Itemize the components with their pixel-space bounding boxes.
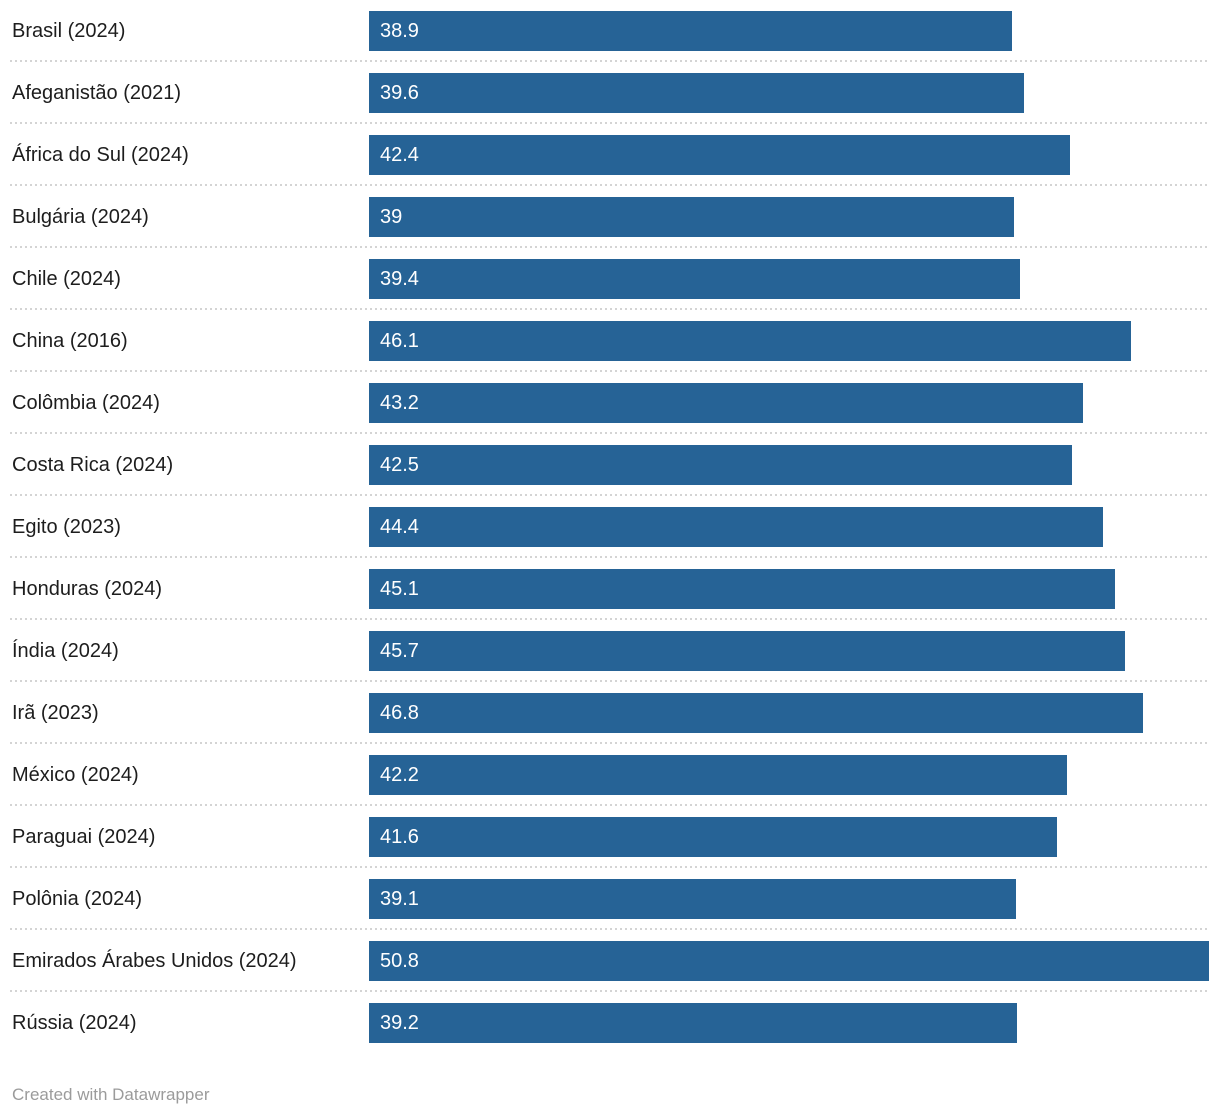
bar: 46.1 <box>369 321 1132 361</box>
category-label: Emirados Árabes Unidos (2024) <box>12 949 297 972</box>
bar-track: 39.2 <box>369 1003 1209 1043</box>
bar: 43.2 <box>369 383 1084 423</box>
bar-track: 41.6 <box>369 817 1209 857</box>
bar: 45.7 <box>369 631 1125 671</box>
category-label: Bulgária (2024) <box>12 205 149 228</box>
bar-track: 50.8 <box>369 941 1209 981</box>
bar: 39.6 <box>369 73 1024 113</box>
bar-track: 46.8 <box>369 693 1209 733</box>
bar-track: 42.5 <box>369 445 1209 485</box>
bar-track: 45.1 <box>369 569 1209 609</box>
chart-row: Paraguai (2024) 41.6 <box>0 806 1220 868</box>
chart-row: Afeganistão (2021) 39.6 <box>0 62 1220 124</box>
bar-value-label: 39.4 <box>380 267 419 290</box>
bar-value-label: 39 <box>380 205 403 228</box>
bar-track: 44.4 <box>369 507 1209 547</box>
category-label: Honduras (2024) <box>12 577 163 600</box>
bar-value-label: 39.1 <box>380 887 419 910</box>
category-label: África do Sul (2024) <box>12 143 189 166</box>
chart-row: Costa Rica (2024) 42.5 <box>0 434 1220 496</box>
chart-row: Egito (2023) 44.4 <box>0 496 1220 558</box>
chart-row: Brasil (2024) 38.9 <box>0 0 1220 62</box>
bar-value-label: 41.6 <box>380 825 419 848</box>
category-label: Chile (2024) <box>12 267 121 290</box>
bar-track: 39.6 <box>369 73 1209 113</box>
bar-value-label: 42.2 <box>380 763 419 786</box>
bar-value-label: 39.2 <box>380 1011 419 1034</box>
chart-row: China (2016) 46.1 <box>0 310 1220 372</box>
bar: 42.4 <box>369 135 1071 175</box>
category-label: Polônia (2024) <box>12 887 143 910</box>
bar-track: 39.1 <box>369 879 1209 919</box>
category-label: Colômbia (2024) <box>12 391 160 414</box>
chart-row: Índia (2024) 45.7 <box>0 620 1220 682</box>
bar: 39.2 <box>369 1003 1018 1043</box>
bar: 46.8 <box>369 693 1143 733</box>
bar: 41.6 <box>369 817 1057 857</box>
bar-value-label: 43.2 <box>380 391 419 414</box>
bar-value-label: 46.1 <box>380 329 419 352</box>
category-label: Costa Rica (2024) <box>12 453 174 476</box>
category-label: Rússia (2024) <box>12 1011 137 1034</box>
bar: 45.1 <box>369 569 1115 609</box>
bar: 42.2 <box>369 755 1067 795</box>
category-label: Brasil (2024) <box>12 19 126 42</box>
category-label: Irã (2023) <box>12 701 99 724</box>
bar: 38.9 <box>369 11 1013 51</box>
bar-track: 42.2 <box>369 755 1209 795</box>
attribution-text: Created with Datawrapper <box>12 1085 210 1104</box>
bar-track: 39 <box>369 197 1209 237</box>
bar: 42.5 <box>369 445 1072 485</box>
category-label: Egito (2023) <box>12 515 121 538</box>
bar: 39 <box>369 197 1014 237</box>
chart-row: México (2024) 42.2 <box>0 744 1220 806</box>
chart-rows: Brasil (2024) 38.9 Afeganistão (2021) 39.6 Á… <box>0 0 1220 1054</box>
chart-row: Irã (2023) 46.8 <box>0 682 1220 744</box>
category-label: Paraguai (2024) <box>12 825 156 848</box>
bar: 39.4 <box>369 259 1021 299</box>
chart-row: Bulgária (2024) 39 <box>0 186 1220 248</box>
category-label: México (2024) <box>12 763 139 786</box>
bar-value-label: 42.5 <box>380 453 419 476</box>
category-label: Afeganistão (2021) <box>12 81 182 104</box>
bar: 44.4 <box>369 507 1104 547</box>
bar-value-label: 39.6 <box>380 81 419 104</box>
bar-value-label: 45.1 <box>380 577 419 600</box>
bar-track: 43.2 <box>369 383 1209 423</box>
chart-row: Colômbia (2024) 43.2 <box>0 372 1220 434</box>
chart-row: Chile (2024) 39.4 <box>0 248 1220 310</box>
bar-track: 42.4 <box>369 135 1209 175</box>
bar-track: 38.9 <box>369 11 1209 51</box>
chart-row: África do Sul (2024) 42.4 <box>0 124 1220 186</box>
bar-value-label: 45.7 <box>380 639 419 662</box>
bar-track: 46.1 <box>369 321 1209 361</box>
chart-row: Polônia (2024) 39.1 <box>0 868 1220 930</box>
bar-value-label: 42.4 <box>380 143 419 166</box>
bar-track: 39.4 <box>369 259 1209 299</box>
bar-value-label: 38.9 <box>380 19 419 42</box>
chart-row: Emirados Árabes Unidos (2024) 50.8 <box>0 930 1220 992</box>
bar-track: 45.7 <box>369 631 1209 671</box>
bar-value-label: 44.4 <box>380 515 419 538</box>
category-label: Índia (2024) <box>12 639 119 662</box>
bar-value-label: 46.8 <box>380 701 419 724</box>
bar-value-label: 50.8 <box>380 949 419 972</box>
chart-row: Honduras (2024) 45.1 <box>0 558 1220 620</box>
category-label: China (2016) <box>12 329 128 352</box>
chart-row: Rússia (2024) 39.2 <box>0 992 1220 1054</box>
bar: 50.8 <box>369 941 1209 981</box>
bar: 39.1 <box>369 879 1016 919</box>
